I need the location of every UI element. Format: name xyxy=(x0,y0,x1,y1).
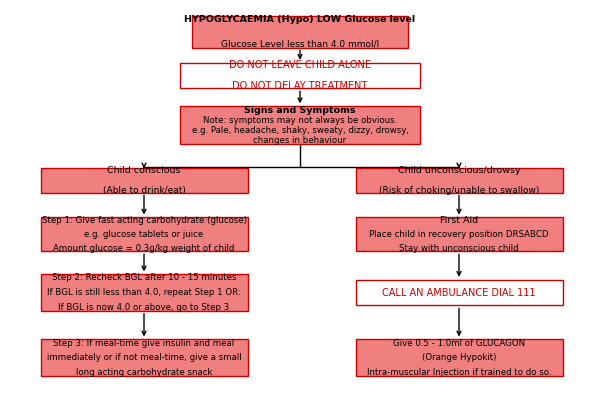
Text: e.g. Pale, headache, shaky, sweaty, dizzy, drowsy,: e.g. Pale, headache, shaky, sweaty, dizz… xyxy=(191,126,409,135)
FancyBboxPatch shape xyxy=(355,217,563,251)
Text: Child unconscious/drowsy: Child unconscious/drowsy xyxy=(398,166,520,176)
Text: Child conscious: Child conscious xyxy=(107,166,181,176)
Text: Step 2: Recheck BGL after 10 - 15 minutes: Step 2: Recheck BGL after 10 - 15 minute… xyxy=(52,273,236,283)
Text: If BGL is now 4.0 or above, go to Step 3: If BGL is now 4.0 or above, go to Step 3 xyxy=(58,303,230,312)
Text: Signs and Symptoms: Signs and Symptoms xyxy=(244,105,356,115)
FancyBboxPatch shape xyxy=(355,280,563,305)
FancyBboxPatch shape xyxy=(41,217,248,251)
FancyBboxPatch shape xyxy=(41,168,248,193)
FancyBboxPatch shape xyxy=(355,168,563,193)
Text: Amount glucose = 0.3g/kg weight of child: Amount glucose = 0.3g/kg weight of child xyxy=(53,244,235,253)
Text: First Aid: First Aid xyxy=(440,216,478,225)
FancyBboxPatch shape xyxy=(41,339,248,376)
Text: (Able to drink/eat): (Able to drink/eat) xyxy=(103,186,185,195)
Text: immediately or if not meal-time, give a small: immediately or if not meal-time, give a … xyxy=(47,353,241,362)
FancyBboxPatch shape xyxy=(180,63,420,88)
Text: CALL AN AMBULANCE DIAL 111: CALL AN AMBULANCE DIAL 111 xyxy=(382,288,536,298)
Text: Note: symptoms may not always be obvious.: Note: symptoms may not always be obvious… xyxy=(203,116,397,125)
Text: (Orange Hypokit): (Orange Hypokit) xyxy=(422,353,496,362)
FancyBboxPatch shape xyxy=(355,339,563,376)
Text: Glucose Level less than 4.0 mmol/l: Glucose Level less than 4.0 mmol/l xyxy=(221,40,379,49)
Text: Step 3: If meal-time give insulin and meal: Step 3: If meal-time give insulin and me… xyxy=(53,339,235,348)
Text: Step 1: Give fast acting carbohydrate (glucose): Step 1: Give fast acting carbohydrate (g… xyxy=(41,216,247,225)
Text: e.g. glucose tablets or juice: e.g. glucose tablets or juice xyxy=(85,230,203,239)
FancyBboxPatch shape xyxy=(192,16,408,47)
Text: long acting carbohydrate snack: long acting carbohydrate snack xyxy=(76,368,212,377)
Text: HYPOGLYCAEMIA (Hypo) LOW Glucose level: HYPOGLYCAEMIA (Hypo) LOW Glucose level xyxy=(184,15,416,24)
Text: (Risk of choking/unable to swallow): (Risk of choking/unable to swallow) xyxy=(379,186,539,195)
Text: changes in behaviour: changes in behaviour xyxy=(253,136,347,145)
Text: DO NOT LEAVE CHILD ALONE: DO NOT LEAVE CHILD ALONE xyxy=(229,60,371,70)
Text: Give 0.5 - 1.0ml of GLUCAGON: Give 0.5 - 1.0ml of GLUCAGON xyxy=(393,339,525,348)
Text: Intra-muscular Injection if trained to do so.: Intra-muscular Injection if trained to d… xyxy=(367,368,551,377)
Text: Place child in recovery position DRSABCD: Place child in recovery position DRSABCD xyxy=(369,230,549,239)
Text: DO NOT DELAY TREATMENT: DO NOT DELAY TREATMENT xyxy=(232,81,368,91)
Text: If BGL is still less than 4.0, repeat Step 1 OR:: If BGL is still less than 4.0, repeat St… xyxy=(47,288,241,297)
Text: Stay with unconscious child: Stay with unconscious child xyxy=(399,244,519,253)
FancyBboxPatch shape xyxy=(180,106,420,144)
FancyBboxPatch shape xyxy=(41,274,248,311)
